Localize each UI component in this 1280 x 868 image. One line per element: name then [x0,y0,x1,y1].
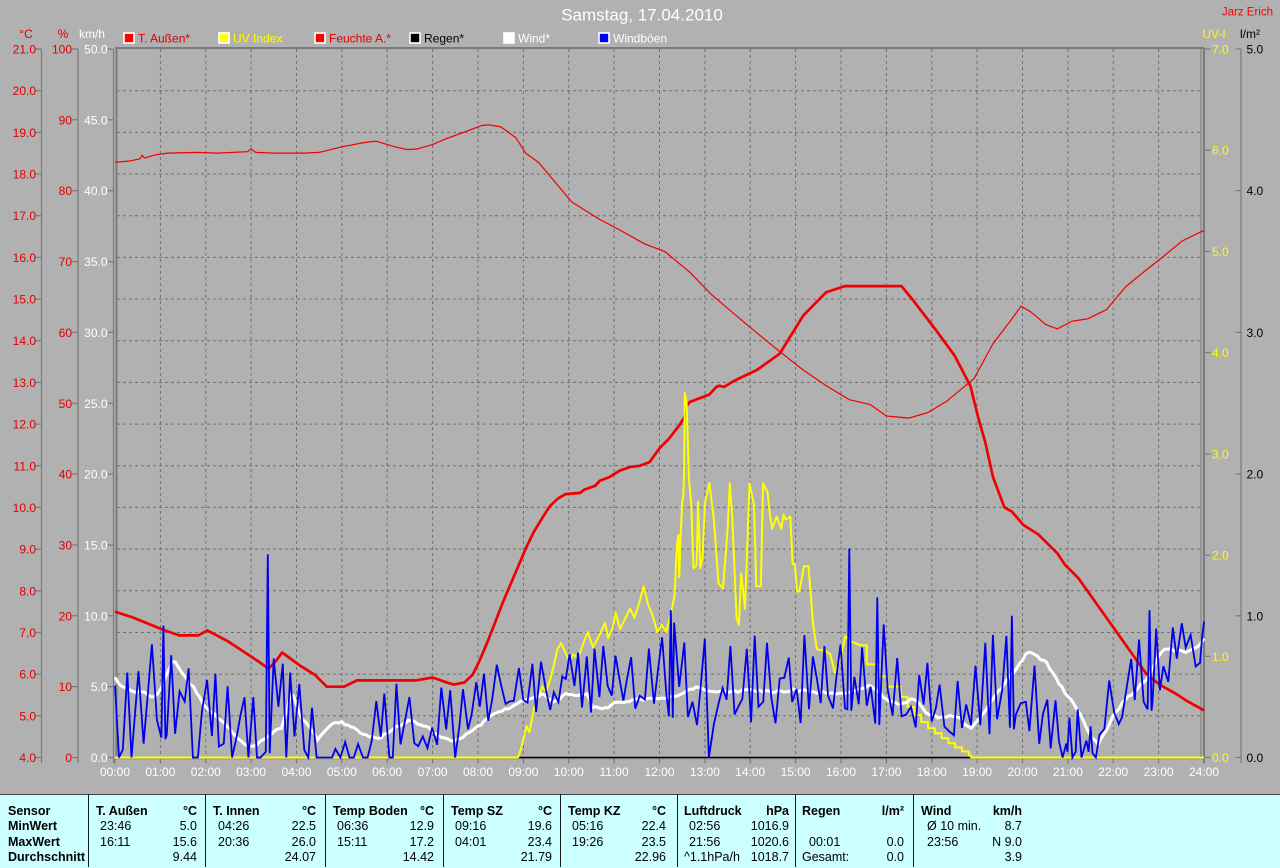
svg-text:19:00: 19:00 [962,765,992,779]
svg-text:18.0: 18.0 [13,168,37,182]
svg-text:4.0: 4.0 [19,751,36,765]
svg-text:22:00: 22:00 [1098,765,1128,779]
svg-text:35.0: 35.0 [84,255,108,269]
svg-text:0.0: 0.0 [1247,751,1264,765]
svg-text:12.0: 12.0 [13,418,37,432]
svg-text:Regen*: Regen* [424,32,464,46]
svg-text:20:00: 20:00 [1007,765,1037,779]
svg-text:06:00: 06:00 [372,765,402,779]
svg-text:21.0: 21.0 [13,43,37,57]
svg-text:14.0: 14.0 [13,334,37,348]
svg-text:15.0: 15.0 [13,293,37,307]
svg-text:6.0: 6.0 [19,668,36,682]
svg-text:1.0: 1.0 [1212,650,1229,664]
svg-text:5.0: 5.0 [1247,43,1264,57]
svg-text:17:00: 17:00 [871,765,901,779]
svg-text:25.0: 25.0 [84,397,108,411]
svg-text:5.0: 5.0 [91,680,108,694]
svg-text:02:00: 02:00 [191,765,221,779]
svg-text:UV Index: UV Index [233,32,282,46]
svg-text:16:00: 16:00 [826,765,856,779]
svg-text:50: 50 [59,397,73,411]
svg-text:15.0: 15.0 [84,539,108,553]
svg-text:18:00: 18:00 [917,765,947,779]
svg-text:km/h: km/h [79,27,105,41]
svg-text:8.0: 8.0 [19,584,36,598]
svg-text:15:00: 15:00 [781,765,811,779]
svg-text:4.0: 4.0 [1247,184,1264,198]
svg-text:20.0: 20.0 [84,468,108,482]
svg-text:14:00: 14:00 [735,765,765,779]
svg-text:20.0: 20.0 [13,84,37,98]
svg-text:30.0: 30.0 [84,326,108,340]
svg-text:05:00: 05:00 [327,765,357,779]
svg-text:23:00: 23:00 [1144,765,1174,779]
svg-text:30: 30 [59,539,73,553]
svg-text:6.0: 6.0 [1212,144,1229,158]
svg-text:70: 70 [59,255,73,269]
svg-text:Samstag, 17.04.2010: Samstag, 17.04.2010 [561,6,723,25]
svg-text:00:00: 00:00 [100,765,130,779]
svg-text:16.0: 16.0 [13,251,37,265]
svg-text:11.0: 11.0 [14,459,37,473]
svg-text:Feuchte A.*: Feuchte A.* [329,32,391,46]
svg-text:3.0: 3.0 [1247,326,1264,340]
svg-text:%: % [58,27,69,41]
svg-text:100: 100 [52,43,72,57]
svg-text:2.0: 2.0 [1212,549,1229,563]
svg-text:45.0: 45.0 [84,113,108,127]
svg-text:l/m²: l/m² [1240,27,1260,41]
svg-text:Windböen: Windböen [613,32,667,46]
svg-text:04:00: 04:00 [281,765,311,779]
svg-text:13:00: 13:00 [690,765,720,779]
svg-text:10:00: 10:00 [554,765,584,779]
svg-text:21:00: 21:00 [1053,765,1083,779]
svg-text:40: 40 [59,468,73,482]
svg-text:40.0: 40.0 [84,184,108,198]
svg-text:Wind*: Wind* [518,32,550,46]
svg-text:Jarz Erich: Jarz Erich [1222,7,1273,19]
svg-text:19.0: 19.0 [13,126,37,140]
svg-text:5.0: 5.0 [19,709,36,723]
svg-text:12:00: 12:00 [644,765,674,779]
svg-text:08:00: 08:00 [463,765,493,779]
svg-text:9.0: 9.0 [19,543,36,557]
svg-text:10: 10 [59,680,73,694]
svg-text:09:00: 09:00 [508,765,538,779]
svg-text:5.0: 5.0 [1212,245,1229,259]
svg-text:°C: °C [19,27,33,41]
svg-text:UV-I: UV-I [1202,27,1225,41]
svg-text:24:00: 24:00 [1189,765,1219,779]
svg-text:80: 80 [59,184,73,198]
svg-text:1.0: 1.0 [1247,609,1264,623]
svg-text:T. Außen*: T. Außen* [138,32,190,46]
svg-text:4.0: 4.0 [1212,346,1229,360]
svg-text:10.0: 10.0 [84,609,108,623]
svg-text:60: 60 [59,326,73,340]
svg-text:50.0: 50.0 [84,43,108,57]
svg-text:90: 90 [59,113,73,127]
svg-text:17.0: 17.0 [13,209,37,223]
svg-text:0.0: 0.0 [1212,751,1229,765]
svg-text:0.0: 0.0 [91,751,108,765]
svg-text:20: 20 [59,609,73,623]
svg-text:2.0: 2.0 [1247,468,1264,482]
svg-text:7.0: 7.0 [1212,43,1229,57]
svg-text:10.0: 10.0 [13,501,37,515]
svg-text:07:00: 07:00 [418,765,448,779]
svg-text:0: 0 [65,751,72,765]
svg-text:01:00: 01:00 [145,765,175,779]
svg-text:11:00: 11:00 [600,765,629,779]
svg-text:3.0: 3.0 [1212,447,1229,461]
svg-text:7.0: 7.0 [19,626,36,640]
svg-text:13.0: 13.0 [13,376,37,390]
svg-text:03:00: 03:00 [236,765,266,779]
